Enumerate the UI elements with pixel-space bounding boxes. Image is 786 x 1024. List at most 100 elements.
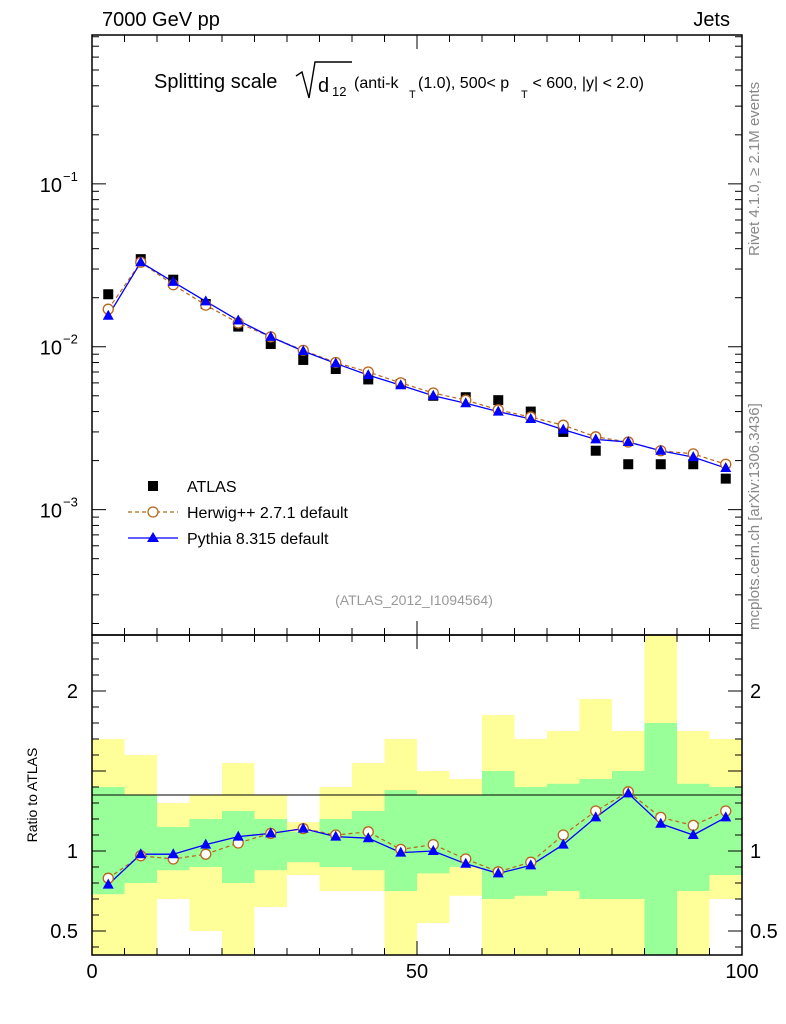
pythia-line	[107, 261, 726, 469]
atlas-data-point	[655, 459, 666, 470]
ratio-pythia-point	[687, 829, 699, 839]
ratio-herwig-line	[107, 791, 726, 879]
legend-atlas-marker	[148, 481, 158, 491]
pythia-point	[720, 462, 732, 473]
pythia-point	[135, 256, 147, 267]
ratio-pythia-point	[622, 787, 634, 798]
title-main: Splitting scale	[154, 71, 277, 93]
ratio-pythia-point	[135, 848, 147, 859]
main-y-tick-label-base: 10	[40, 338, 62, 360]
main-y-tick-label-exp: −3	[63, 495, 78, 510]
ratio-y-tick-label-left: 1	[67, 841, 78, 863]
title-cond-c: < 600, |y| < 2.0)	[528, 75, 644, 92]
band-inner-bin	[482, 771, 515, 899]
band-inner-bin	[514, 787, 547, 896]
ratio-pythia-point	[395, 846, 407, 857]
ratio-pythia-point	[525, 859, 537, 870]
band-inner-bin	[644, 723, 677, 955]
title-sqrt-sub: 12	[332, 84, 346, 99]
band-inner-bin	[417, 795, 450, 874]
band-inner-bin	[287, 831, 320, 863]
pythia-point	[167, 275, 179, 286]
ratio-pythia-point	[102, 878, 114, 889]
ratio-pythia-point	[492, 867, 504, 878]
ratio-pythia-point	[460, 857, 472, 868]
atlas-data-point	[493, 395, 504, 406]
ratio-pythia-point	[265, 827, 277, 838]
ratio-pythia-point	[362, 832, 374, 843]
pythia-point	[590, 433, 602, 444]
ratio-y-tick-label-left: 0.5	[50, 921, 78, 943]
pythia-point	[557, 423, 569, 434]
main-y-tick-label-exp: −1	[63, 169, 78, 184]
band-inner-bin	[124, 795, 157, 883]
legend-pythia-label: Pythia 8.315 default	[187, 531, 329, 548]
pythia-point	[362, 369, 374, 380]
atlas-data-point	[688, 459, 699, 470]
band-inner-bin	[319, 819, 352, 867]
ratio-herwig-point	[687, 819, 699, 832]
ratio-y-tick-label-right: 0.5	[750, 921, 778, 943]
ratio-pythia-point	[200, 838, 212, 849]
atlas-data-point	[623, 459, 634, 470]
pythia-point	[525, 413, 537, 424]
x-tick-label: 100	[725, 961, 758, 983]
atlas-data-point	[103, 289, 114, 300]
main-y-tick-label-base: 10	[40, 175, 62, 197]
title-cond-b: (1.0), 500< p	[418, 75, 509, 92]
title-cond-a: (anti-k	[354, 75, 399, 92]
pythia-point	[102, 309, 114, 320]
band-inner-bin	[709, 787, 742, 875]
atlas-data-point	[265, 338, 276, 349]
pythia-point	[395, 379, 407, 390]
legend-herwig-label: Herwig++ 2.7.1 default	[187, 505, 349, 522]
ratio-herwig-point	[557, 829, 569, 841]
pythia-point	[330, 357, 342, 368]
main-y-tick-label-exp: −2	[63, 332, 78, 347]
ratio-pythia-point	[297, 822, 309, 833]
sqrt-sign-icon	[295, 61, 352, 99]
ratio-y-tick-label-left: 2	[67, 681, 78, 703]
pythia-point	[687, 451, 699, 462]
ratio-pythia-point	[427, 845, 439, 855]
ratio-y-axis-label: Ratio to ATLAS	[24, 748, 40, 843]
title-cond-b-sub: T	[521, 89, 528, 101]
band-inner-bin	[254, 819, 287, 871]
ratio-plot-series	[102, 786, 732, 889]
band-inner-bin	[384, 790, 417, 891]
ratio-herwig-point	[200, 848, 212, 860]
ratio-pythia-point	[557, 838, 569, 849]
ratio-pythia-point	[232, 830, 244, 841]
pythia-point	[265, 330, 277, 341]
pythia-point	[655, 444, 667, 455]
band-inner-bin	[579, 779, 612, 899]
ratio-pythia-point	[720, 811, 732, 822]
ratio-y-tick-label-right: 1	[750, 841, 761, 863]
legend: ATLAS Herwig++ 2.7.1 default Pythia 8.31…	[128, 479, 349, 548]
analysis-id-label: (ATLAS_2012_I1094564)	[335, 592, 493, 608]
x-tick-label: 0	[86, 961, 97, 983]
atlas-data-point	[330, 364, 341, 375]
x-tick-label: 50	[406, 961, 428, 983]
ratio-pythia-point	[590, 811, 602, 822]
pythia-point	[427, 389, 439, 400]
atlas-data-point	[590, 445, 601, 456]
main-plot-title: Splitting scale d 12 (anti-k T (1.0), 50…	[154, 61, 644, 101]
legend-atlas-label: ATLAS	[187, 479, 237, 496]
header-energy-label: 7000 GeV pp	[102, 9, 220, 31]
title-sqrt-var: d	[318, 75, 329, 97]
ratio-pythia-point	[330, 830, 342, 841]
legend-herwig-marker	[147, 506, 159, 518]
atlas-data-point	[720, 473, 731, 484]
pythia-point	[622, 436, 634, 447]
ratio-y-tick-label-right: 2	[750, 681, 761, 703]
ratio-pythia-point	[167, 848, 179, 859]
herwig-line	[107, 261, 726, 465]
pythia-point	[492, 405, 504, 416]
header-process-label: Jets	[693, 9, 730, 31]
atlas-data-point	[298, 354, 309, 365]
ratio-uncertainty-bands	[92, 635, 742, 955]
title-cond-a-sub: T	[409, 89, 416, 101]
